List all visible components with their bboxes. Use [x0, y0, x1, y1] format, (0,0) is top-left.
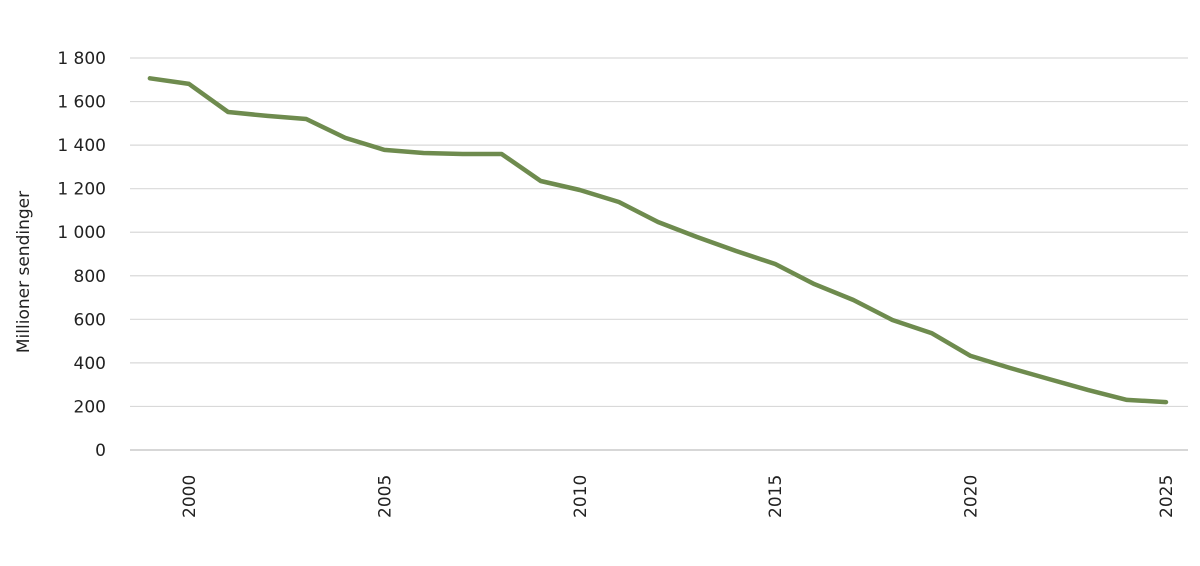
x-tick-label: 2020 — [962, 475, 982, 518]
x-tick-label: 2000 — [180, 475, 200, 518]
y-axis-ticks: 0 200 400 600 800 1 000 1 200 1 400 1 600 1 800 — [57, 49, 106, 461]
x-tick-label: 2025 — [1157, 475, 1177, 518]
x-tick-label: 2015 — [766, 475, 786, 518]
y-tick-label: 400 — [74, 354, 106, 374]
x-axis-ticks: 2000 2005 2010 2015 2020 2025 — [180, 475, 1177, 518]
y-tick-label: 0 — [95, 441, 106, 461]
x-tick-label: 2005 — [375, 475, 395, 518]
y-tick-label: 600 — [74, 310, 106, 330]
y-axis-label: Millioner sendinger — [14, 191, 34, 353]
y-tick-label: 1 000 — [57, 223, 106, 243]
y-tick-label: 1 200 — [57, 180, 106, 200]
y-tick-label: 200 — [74, 397, 106, 417]
series-line — [147, 76, 1169, 405]
y-tick-label: 1 600 — [57, 93, 106, 113]
y-tick-label: 1 400 — [57, 136, 106, 156]
y-tick-label: 800 — [74, 267, 106, 287]
series-lines — [147, 76, 1169, 405]
x-tick-label: 2010 — [571, 475, 591, 518]
y-tick-label: 1 800 — [57, 49, 106, 69]
gridlines — [130, 57, 1188, 451]
